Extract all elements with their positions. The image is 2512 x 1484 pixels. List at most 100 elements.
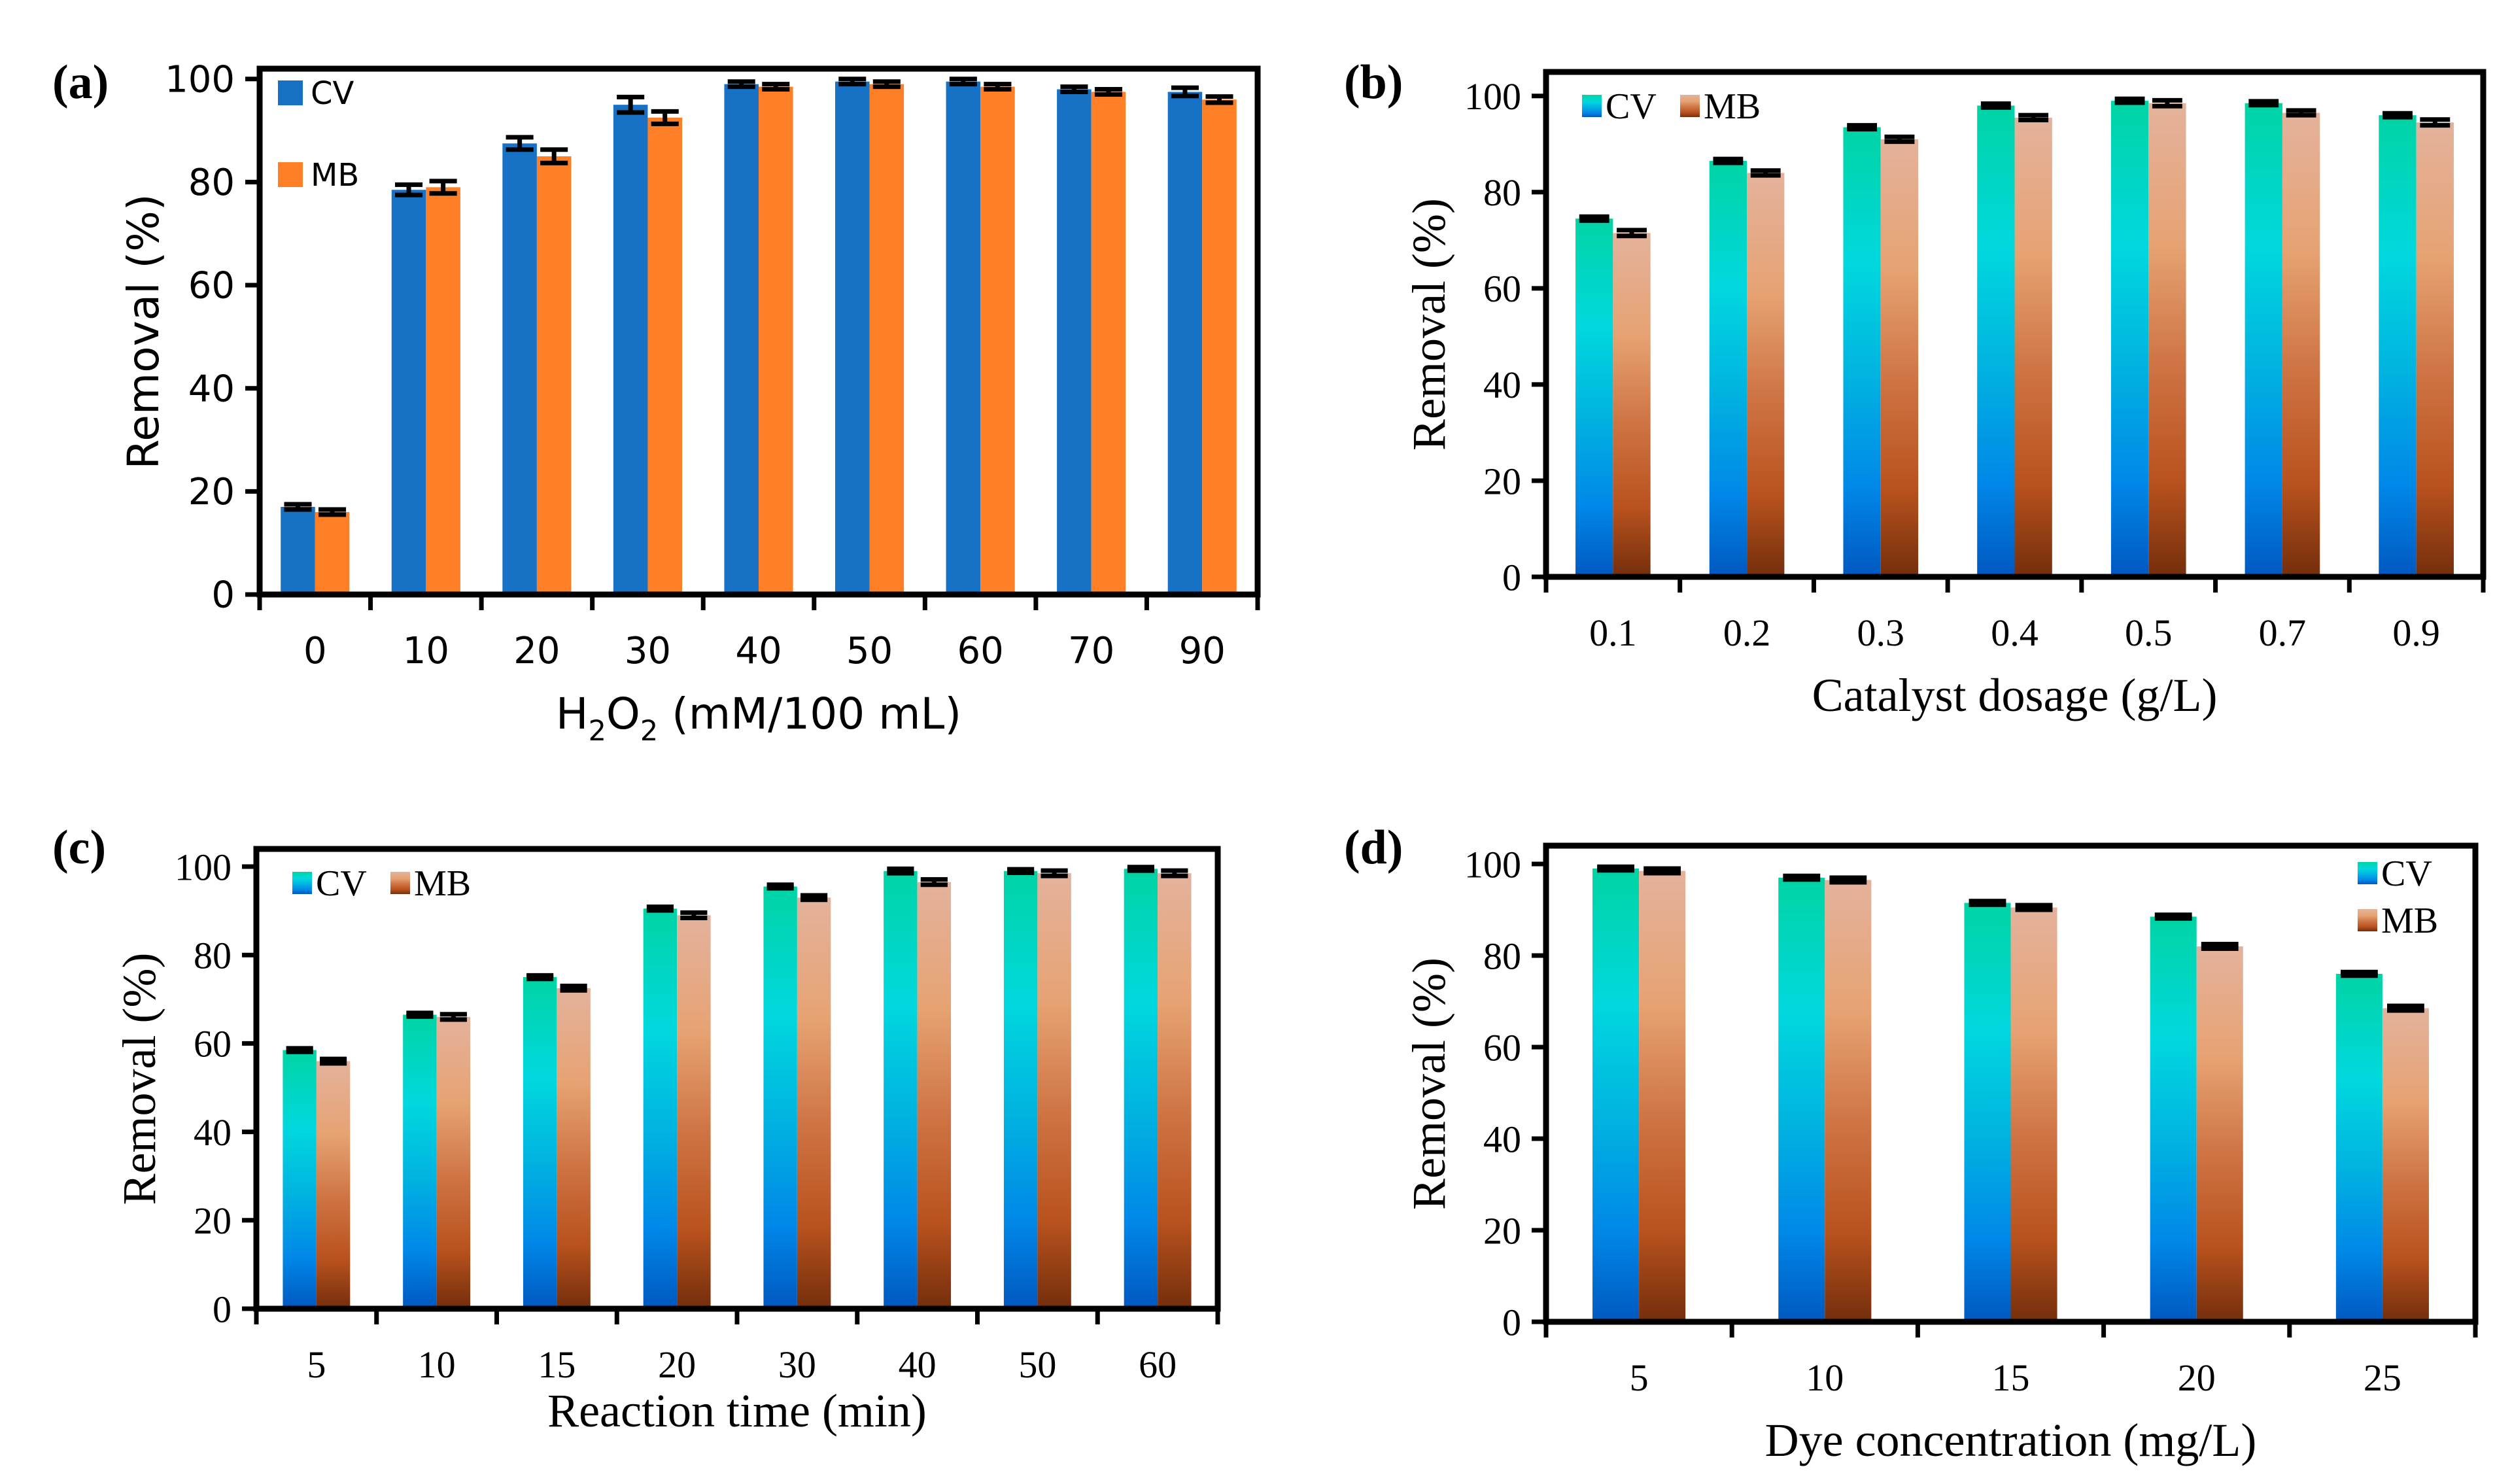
x-tick-label: 30 [625,630,671,672]
error-bar [887,866,914,876]
error-bar [286,1046,313,1054]
x-axis-label-part: H [556,689,589,739]
x-tick-label: 50 [846,630,893,672]
x-tick-label: 15 [538,1343,576,1386]
panel-label: (d) [1344,821,1403,874]
x-tick-label: 5 [1630,1356,1649,1399]
bar-cv [523,977,557,1309]
y-tick-label: 40 [188,368,235,410]
x-axis-label-part: 2 [589,715,606,748]
x-tick-label: 60 [957,630,1003,672]
error-bar [2248,99,2279,108]
bar-cv [834,81,870,595]
error-bar [2387,1003,2424,1013]
legend-swatch [278,80,303,105]
bar-mb [2282,112,2320,577]
legend-item-mb: MB [1680,86,1761,127]
bar-cv [283,1050,317,1309]
legend-label: MB [311,157,359,194]
x-tick-label: 0.7 [2259,612,2307,654]
x-tick-label: 5 [307,1343,326,1386]
panel-label: (c) [52,821,106,874]
bar-cv [2245,103,2282,578]
error-bar [1007,867,1035,876]
x-tick-label: 50 [1018,1343,1056,1386]
error-bar [2152,97,2182,109]
x-axis-label-part: (mM/100 mL) [658,689,961,739]
error-bar [429,179,457,196]
bar-cv [946,81,981,595]
error-bar [1161,868,1188,878]
bar-cv [1977,105,2015,577]
x-tick-label: 10 [403,630,449,672]
bar-cv [613,105,648,595]
y-tick-label: 100 [1464,75,1521,118]
bar-mb [1158,873,1192,1309]
error-bar [1847,123,1878,131]
error-bar [2383,111,2413,120]
error-bar [1969,899,2006,907]
error-bar [1579,214,1609,223]
error-bar [2114,96,2145,105]
error-bar [1060,84,1088,94]
y-tick-label: 100 [165,58,235,101]
y-tick-label: 80 [1483,935,1521,977]
error-bar [1980,101,2011,110]
bar-cv [1964,903,2011,1322]
bar-cv [724,84,759,595]
y-axis-label: Removal (%) [118,194,169,469]
x-tick-label: 60 [1139,1343,1177,1386]
error-bar [766,882,794,891]
legend-swatch [1680,95,1700,117]
y-tick-label: 100 [175,846,232,888]
error-bar [1643,866,1681,876]
bar-cv [1843,127,1881,578]
x-tick-label: 10 [418,1343,456,1386]
y-tick-label: 20 [188,471,235,513]
y-tick-label: 40 [1483,364,1521,406]
error-bar [1171,85,1199,99]
y-tick-label: 60 [1483,267,1521,310]
error-bar [920,877,948,888]
bar-cv [1057,89,1092,595]
bar-mb [316,1061,351,1309]
bar-cv [1778,878,1825,1322]
error-bar [1127,865,1154,873]
legend-swatch [2358,862,2377,884]
y-tick-label: 0 [213,1288,232,1330]
bar-mb [917,882,952,1309]
error-bar [439,1012,467,1022]
y-tick-label: 0 [1502,1301,1521,1343]
bar-mb [2416,122,2454,577]
y-tick-label: 60 [194,1023,232,1065]
bar-mb [677,915,711,1309]
legend-label: CV [311,75,354,112]
error-bar [1617,228,1647,239]
x-axis-label-part: 2 [640,715,658,748]
error-bar [506,135,534,152]
bar-mb [759,86,793,595]
y-tick-label: 0 [1502,556,1521,598]
bar-cv [1592,869,1640,1322]
legend-swatch [292,872,312,894]
error-bar [540,147,568,165]
error-bar [1713,156,1744,165]
bar-mb [1091,92,1126,595]
error-bar [646,905,674,913]
error-bar [2340,969,2378,978]
error-bar [395,182,423,198]
x-tick-label: 0.5 [2125,612,2173,654]
x-tick-label: 20 [2178,1356,2216,1399]
plot-frame [256,65,1261,598]
bar-cv [1709,161,1747,577]
error-bar [680,910,708,920]
bar-mb [1613,233,1651,577]
error-bar [2015,903,2053,912]
bar-cv [2335,974,2383,1322]
bar-mb [797,897,831,1309]
bar-cv [2150,916,2197,1322]
bar-cv [2379,115,2417,577]
y-tick-label: 80 [1483,171,1521,214]
error-bar [800,893,828,903]
x-tick-label: 20 [658,1343,696,1386]
